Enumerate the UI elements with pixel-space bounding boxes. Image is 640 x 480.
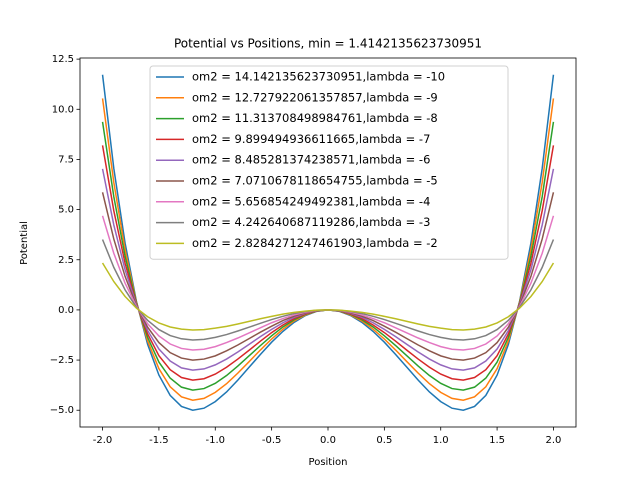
x-tick-label: 2.0 <box>546 435 562 446</box>
legend-label: om2 = 4.242640687119286,lambda = -3 <box>192 215 430 229</box>
legend-label: om2 = 11.313708498984761,lambda = -8 <box>192 111 438 125</box>
legend-label: om2 = 5.656854249492381,lambda = -4 <box>192 194 430 208</box>
x-tick-label: -1.0 <box>206 435 226 446</box>
y-tick-label: −2.5 <box>50 355 74 366</box>
legend-label: om2 = 7.0710678118654755,lambda = -5 <box>192 174 438 188</box>
legend-label: om2 = 9.899494936611665,lambda = -7 <box>192 132 430 146</box>
x-tick-label: -1.5 <box>149 435 169 446</box>
y-tick-label: −5.0 <box>50 405 74 416</box>
x-axis-label: Position <box>309 457 348 468</box>
plot-frame <box>79 57 577 428</box>
legend-label: om2 = 8.485281374238571,lambda = -6 <box>192 153 430 167</box>
y-tick-label: 2.5 <box>58 255 74 266</box>
legend-box <box>149 65 509 260</box>
legend-label: om2 = 2.8284271247461903,lambda = -2 <box>192 236 438 250</box>
x-tick-label: 0.5 <box>376 435 392 446</box>
y-tick-label: 7.5 <box>58 154 74 165</box>
legend-label: om2 = 14.142135623730951,lambda = -10 <box>192 70 445 84</box>
x-tick-label: -0.5 <box>262 435 282 446</box>
y-axis-label: Potential <box>19 221 30 265</box>
x-tick-label: 1.0 <box>433 435 449 446</box>
line-series <box>101 262 555 331</box>
y-tick-label: 0.0 <box>58 305 74 316</box>
x-tick-label: 0.0 <box>320 435 336 446</box>
y-tick-label: 10.0 <box>52 104 74 115</box>
x-tick-label: -2.0 <box>93 435 113 446</box>
y-tick-label: 12.5 <box>52 54 74 65</box>
y-tick-label: 5.0 <box>58 205 74 216</box>
legend-label: om2 = 12.727922061357857,lambda = -9 <box>192 90 438 104</box>
chart-title: Potential vs Positions, min = 1.41421356… <box>174 37 482 51</box>
x-tick-label: 1.5 <box>489 435 505 446</box>
